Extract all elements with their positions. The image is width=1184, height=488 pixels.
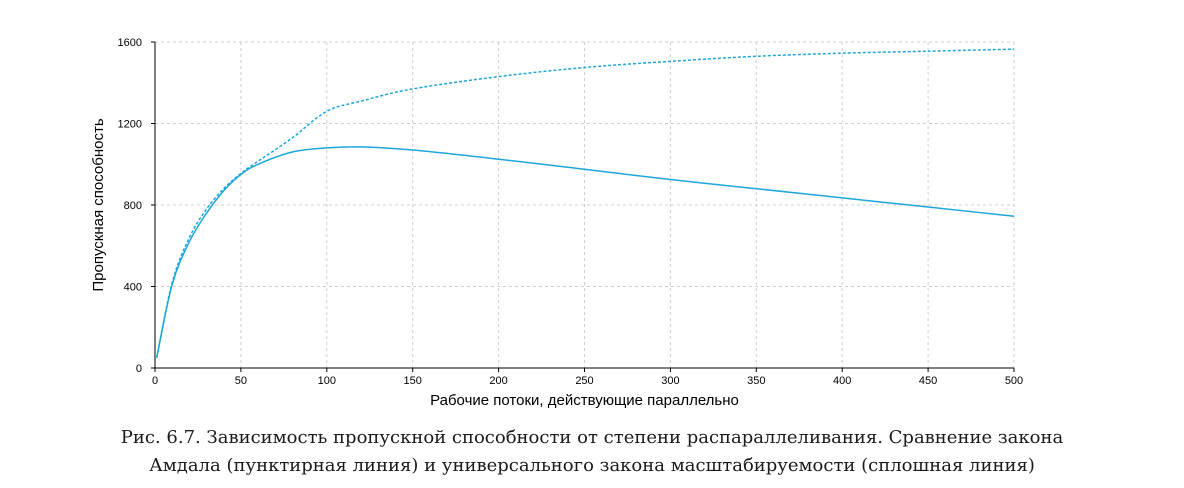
- x-tick-label: 200: [489, 375, 507, 387]
- y-tick-label: 400: [124, 282, 142, 294]
- x-tick-label: 100: [318, 375, 336, 387]
- y-tick-label: 1200: [118, 119, 142, 131]
- x-tick-label: 0: [152, 375, 158, 387]
- x-tick-label: 400: [833, 375, 851, 387]
- y-tick-labels: 0 400 800 1200 1600: [118, 37, 142, 375]
- caption-line-2: Амдала (пунктирная линия) и универсально…: [149, 455, 1035, 476]
- chart-grid: [155, 41, 1015, 368]
- x-tick-label: 300: [661, 375, 679, 387]
- amdahl-dashed-line: [155, 48, 1015, 358]
- throughput-chart: 0 50 100 150 200 250 300 350 400 450 500 0 400 800 12…: [90, 37, 1023, 409]
- y-axis-label: Пропускная способность: [90, 118, 107, 291]
- y-tick-label: 800: [124, 200, 142, 212]
- x-axis-label: Рабочие потоки, действующие параллельно: [430, 392, 739, 409]
- x-tick-label: 250: [575, 375, 593, 387]
- chart-series: [155, 48, 1015, 358]
- x-tick-label: 150: [404, 375, 422, 387]
- x-tick-label: 500: [1005, 375, 1023, 387]
- y-tick-label: 0: [136, 363, 142, 375]
- figure-caption: Рис. 6.7. Зависимость пропускной способн…: [0, 424, 1184, 480]
- chart-axes: [151, 41, 1015, 372]
- y-tick-label: 1600: [118, 37, 142, 49]
- x-tick-label: 50: [235, 375, 247, 387]
- x-tick-label: 450: [919, 375, 937, 387]
- caption-line-1: Рис. 6.7. Зависимость пропускной способн…: [120, 427, 1064, 448]
- x-tick-label: 350: [747, 375, 765, 387]
- usl-solid-line: [155, 146, 1015, 358]
- x-tick-labels: 0 50 100 150 200 250 300 350 400 450 500: [152, 375, 1023, 387]
